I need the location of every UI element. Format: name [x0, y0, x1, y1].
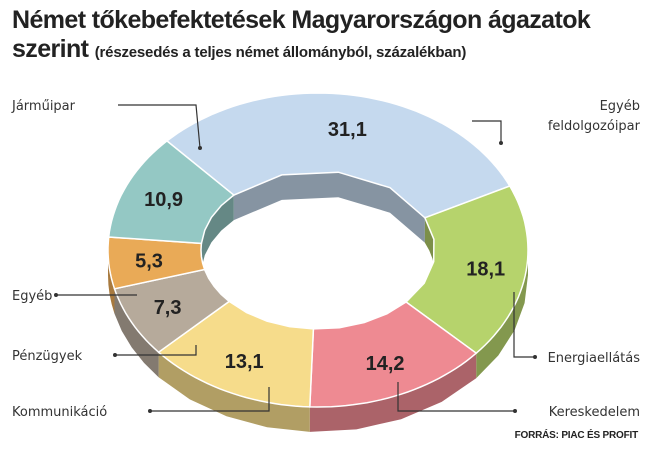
slice-outer-wall [158, 352, 310, 432]
value-label: 10,9 [144, 189, 183, 211]
category-label: Egyéb [600, 99, 640, 114]
leader-dot [499, 141, 503, 145]
value-label: 5,3 [135, 250, 163, 272]
leader-dot [54, 293, 58, 297]
slice-inner-wall [233, 171, 425, 243]
leader-line [118, 104, 201, 149]
slice-outer-wall [476, 250, 528, 379]
value-label: 13,1 [225, 351, 264, 373]
slice-1 [404, 185, 529, 355]
category-label: Egyéb [12, 289, 52, 304]
slice-inner-wall [201, 195, 234, 269]
leader-lines [54, 104, 537, 413]
title-line-1: Német tőkebefektetések Magyarországon ág… [12, 6, 591, 34]
leader-dot [148, 409, 152, 413]
value-labels: 31,1 18,1 14,2 13,1 7,3 5,3 10,9 [135, 119, 505, 375]
leader-line [115, 345, 197, 356]
chart-title: Német tőkebefektetések Magyarországon ág… [12, 6, 642, 67]
slice-outer-wall [108, 250, 115, 314]
leader-line [513, 292, 535, 358]
value-label: 7,3 [154, 297, 182, 319]
category-label: Energiaellátás [548, 351, 641, 366]
leader-dot [513, 409, 517, 413]
slice-outer-wall [309, 353, 477, 432]
slice-6 [107, 139, 235, 245]
leader-line [150, 387, 270, 412]
leader-dot [113, 353, 117, 357]
category-label: feldolgozóipar [548, 119, 641, 134]
title-line-2: szerint [12, 35, 89, 63]
value-label: 31,1 [328, 119, 367, 141]
value-label: 18,1 [466, 258, 505, 280]
slice-5 [107, 236, 206, 290]
category-label: Járműipar [11, 99, 76, 114]
leader-dot [533, 355, 537, 359]
leader-line [397, 382, 515, 412]
source-note: FORRÁS: PIAC ÉS PROFIT [514, 430, 639, 441]
category-label: Pénzügyek [12, 349, 83, 364]
slice-0 [165, 92, 511, 219]
slice-4 [113, 268, 231, 354]
category-label: Kereskedelem [549, 405, 640, 420]
chart-subtitle: (részesedés a teljes német állományból, … [94, 44, 467, 61]
donut-top [107, 92, 529, 408]
category-label: Kommunikáció [12, 405, 107, 420]
leader-dot [198, 146, 202, 150]
slice-inner-wall [424, 217, 435, 275]
value-label: 14,2 [366, 353, 405, 375]
category-labels: Járműipar Egyéb feldolgozóipar Energiaellát… [11, 99, 641, 420]
leader-line [472, 120, 502, 143]
